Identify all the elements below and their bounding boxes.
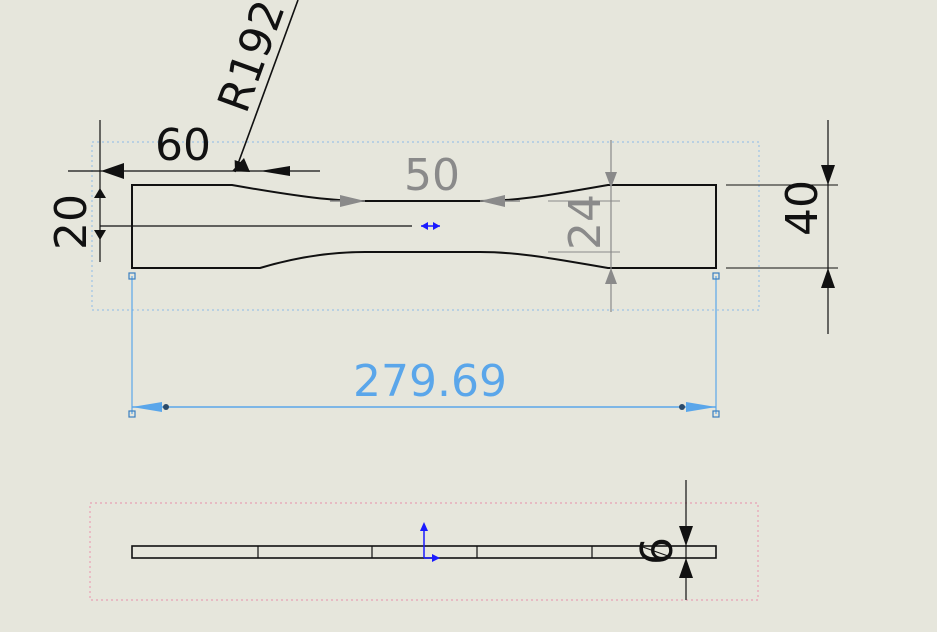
gauge-width-label[interactable]: 24 xyxy=(560,194,611,250)
shoulder-length-dimension[interactable]: 60 xyxy=(68,120,320,188)
overall-length-dimension[interactable]: 279.69 xyxy=(128,272,720,418)
thickness-label[interactable]: 6 xyxy=(632,537,683,565)
top-view-boundary xyxy=(91,141,760,311)
gauge-length-dimension[interactable]: 50 xyxy=(330,150,520,207)
dogbone-specimen-outline[interactable] xyxy=(131,184,717,269)
side-view-boundary xyxy=(89,502,759,601)
grip-width-label[interactable]: 20 xyxy=(46,194,97,250)
overall-width-label[interactable]: 40 xyxy=(777,180,828,236)
grip-width-dimension[interactable]: 20 xyxy=(46,188,106,262)
thickness-dimension[interactable]: 6 xyxy=(632,480,693,600)
radius-dimension[interactable]: R192 xyxy=(208,0,299,173)
top-view[interactable]: R192 60 20 50 xyxy=(46,0,838,418)
shoulder-length-label[interactable]: 60 xyxy=(155,120,211,171)
origin-arrow-icon xyxy=(421,222,440,230)
overall-width-dimension[interactable]: 40 xyxy=(726,120,838,334)
gauge-width-dimension[interactable]: 24 xyxy=(548,140,620,312)
side-view[interactable]: 6 xyxy=(89,480,759,601)
origin-axis-icon xyxy=(420,522,440,562)
overall-length-label[interactable]: 279.69 xyxy=(353,356,507,407)
radius-label[interactable]: R192 xyxy=(208,0,295,119)
gauge-length-label[interactable]: 50 xyxy=(404,150,460,201)
